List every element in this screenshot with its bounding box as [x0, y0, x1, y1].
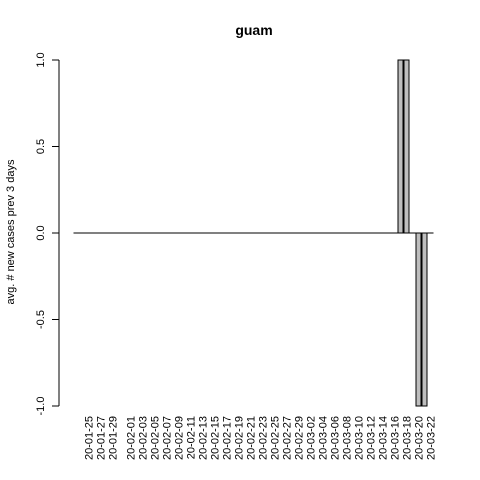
x-tick-label: 20-03-12: [366, 416, 378, 460]
x-tick-label: 20-02-03: [138, 416, 150, 460]
y-tick-label: -1.0: [35, 397, 47, 416]
x-tick-label: 20-03-02: [306, 416, 318, 460]
chart-title: guam: [235, 22, 272, 38]
x-tick-label: 20-03-22: [426, 416, 438, 460]
x-tick-label: 20-02-23: [258, 416, 270, 460]
y-tick-label: 0.5: [35, 139, 47, 154]
x-tick-label: 20-02-05: [150, 416, 162, 460]
x-tick-label: 20-02-21: [246, 416, 258, 460]
bar: [403, 59, 410, 234]
x-tick-label: 20-02-27: [282, 416, 294, 460]
x-tick-label: 20-02-25: [270, 416, 282, 460]
x-tick-label: 20-03-10: [354, 416, 366, 460]
x-tick-label: 20-01-29: [108, 416, 120, 460]
x-tick-label: 20-03-20: [414, 416, 426, 460]
x-tick-label: 20-02-11: [186, 416, 198, 459]
x-tick-label: 20-03-06: [330, 416, 342, 460]
x-tick-label: 20-01-25: [84, 416, 96, 460]
bar: [397, 59, 404, 234]
x-tick-label: 20-02-09: [174, 416, 186, 460]
x-tick-label: 20-03-04: [318, 416, 330, 460]
x-tick-label: 20-01-27: [96, 416, 108, 460]
x-tick-label: 20-02-13: [198, 416, 210, 460]
x-tick-labels: 20-01-25 20-01-27 20-01-29 20-02-01 20-02-03…: [84, 416, 438, 460]
y-axis-label: avg. # new cases prev 3 days: [5, 159, 17, 304]
y-tick-label: -0.5: [35, 310, 47, 329]
bar: [415, 232, 422, 407]
x-tick-label: 20-02-07: [162, 416, 174, 460]
x-tick-label: 20-02-19: [234, 416, 246, 460]
x-tick-label: 20-03-16: [390, 416, 402, 460]
x-tick-label: 20-02-01: [126, 416, 138, 460]
x-tick-label: 20-02-17: [222, 416, 234, 460]
x-tick-label: 20-03-08: [342, 416, 354, 460]
x-tick-label: 20-02-15: [210, 416, 222, 460]
y-axis: 1.0 0.5 0.0 -0.5 -1.0: [35, 52, 60, 416]
bar: [421, 232, 428, 407]
y-tick-label: 1.0: [35, 52, 47, 67]
y-tick-label: 0.0: [35, 225, 47, 240]
bars: [397, 59, 428, 407]
x-tick-label: 20-02-29: [294, 416, 306, 460]
x-tick-label: 20-03-14: [378, 416, 390, 460]
x-tick-label: 20-03-18: [402, 416, 414, 460]
